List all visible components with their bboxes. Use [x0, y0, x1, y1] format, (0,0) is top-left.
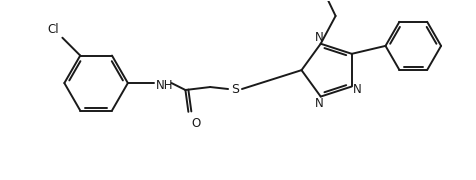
- Text: S: S: [230, 82, 238, 96]
- Text: N: N: [314, 97, 323, 110]
- Text: N: N: [314, 31, 323, 44]
- Text: N: N: [352, 84, 361, 96]
- Text: Cl: Cl: [48, 23, 60, 36]
- Text: NH: NH: [155, 78, 173, 92]
- Text: O: O: [191, 117, 200, 130]
